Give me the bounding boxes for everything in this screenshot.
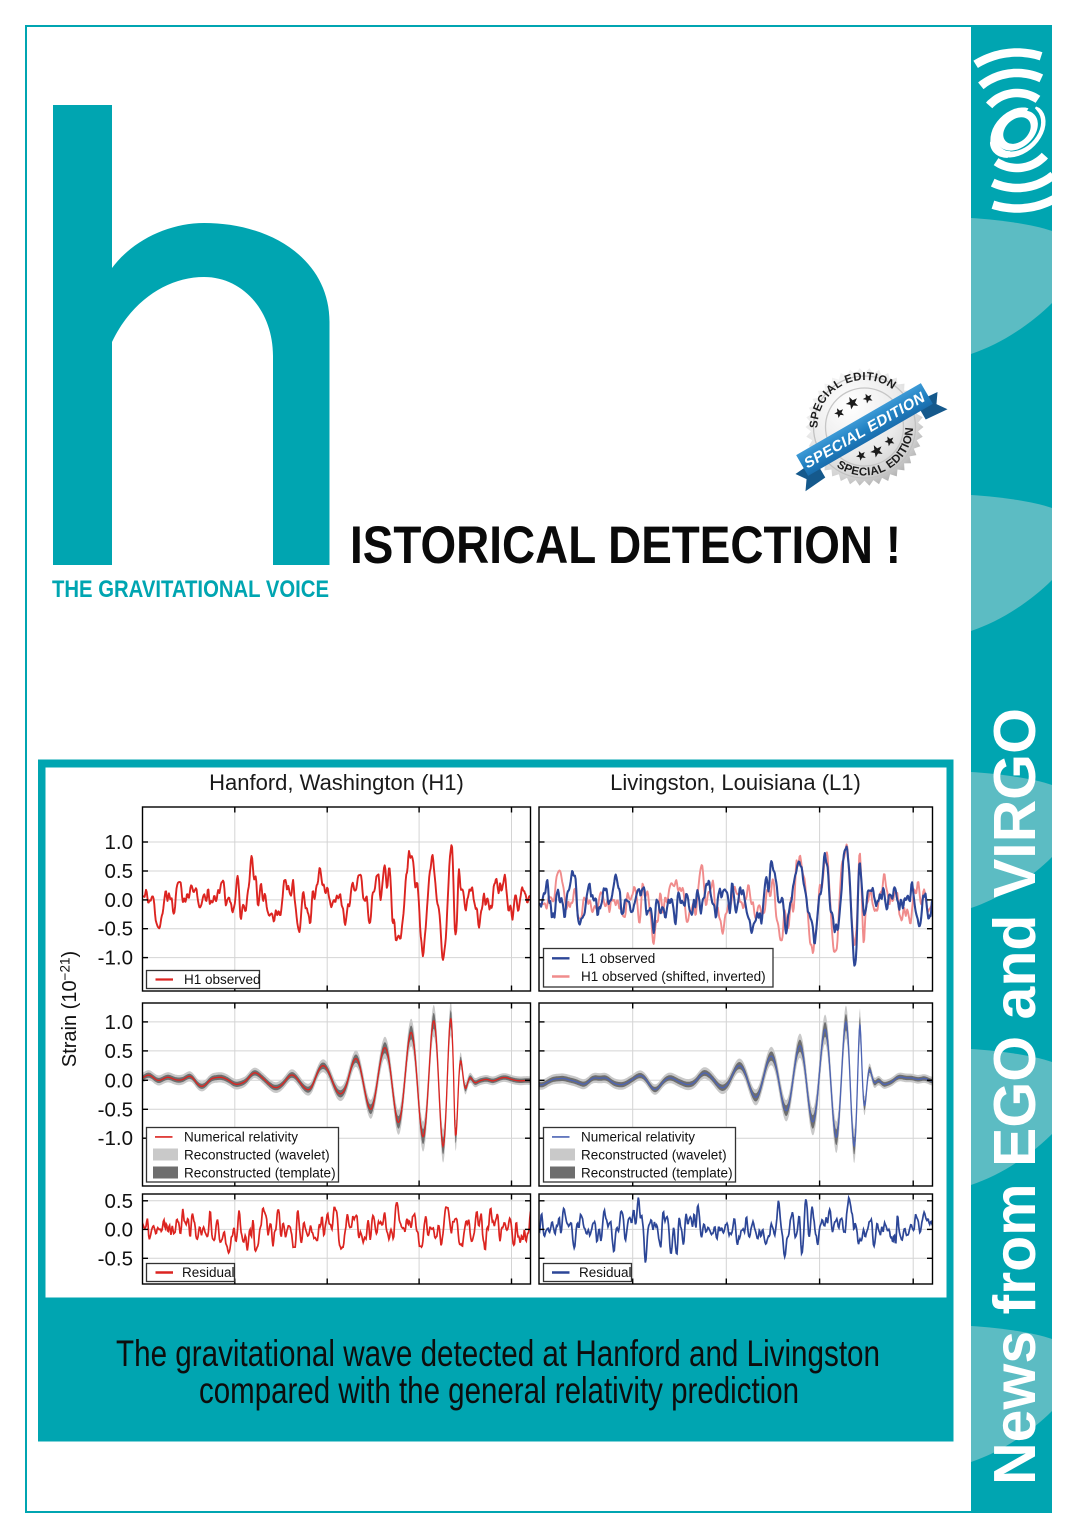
svg-text:0.0: 0.0	[105, 1069, 134, 1092]
svg-text:The gravitational wave detecte: The gravitational wave detected at Hanfo…	[116, 1333, 880, 1374]
svg-text:1.0: 1.0	[105, 1011, 134, 1034]
svg-text:Reconstructed (template): Reconstructed (template)	[184, 1166, 336, 1181]
svg-text:-0.5: -0.5	[98, 1247, 133, 1270]
svg-text:Residual: Residual	[579, 1265, 632, 1280]
svg-text:THE GRAVITATIONAL VOICE: THE GRAVITATIONAL VOICE	[52, 576, 329, 603]
svg-text:Hanford, Washington (H1): Hanford, Washington (H1)	[209, 770, 464, 795]
svg-text:H1 observed: H1 observed	[184, 972, 261, 987]
svg-text:Reconstructed (wavelet): Reconstructed (wavelet)	[184, 1148, 330, 1163]
svg-text:Residual: Residual	[182, 1265, 235, 1280]
svg-text:Livingston, Louisiana (L1): Livingston, Louisiana (L1)	[610, 770, 861, 795]
svg-text:Reconstructed (wavelet): Reconstructed (wavelet)	[581, 1148, 727, 1163]
svg-text:-1.0: -1.0	[98, 947, 133, 970]
svg-text:compared with the general rela: compared with the general relativity pre…	[199, 1370, 799, 1411]
svg-text:H1 observed (shifted, inverted: H1 observed (shifted, inverted)	[581, 969, 766, 984]
svg-text:0.5: 0.5	[105, 1190, 134, 1213]
svg-text:0.5: 0.5	[105, 1040, 134, 1063]
svg-text:-0.5: -0.5	[98, 1098, 133, 1121]
svg-text:Reconstructed (template): Reconstructed (template)	[581, 1166, 733, 1181]
svg-text:Numerical relativity: Numerical relativity	[184, 1130, 298, 1145]
svg-text:0.0: 0.0	[105, 889, 134, 912]
svg-text:-1.0: -1.0	[98, 1127, 133, 1150]
svg-text:0.5: 0.5	[105, 860, 134, 883]
svg-text:News from EGO and VIRGO: News from EGO and VIRGO	[982, 708, 1048, 1485]
svg-text:Numerical relativity: Numerical relativity	[581, 1130, 695, 1145]
svg-text:1.0: 1.0	[105, 831, 134, 854]
svg-text:L1 observed: L1 observed	[581, 951, 655, 966]
svg-text:0.0: 0.0	[105, 1218, 134, 1241]
svg-text:ISTORICAL DETECTION !: ISTORICAL DETECTION !	[350, 516, 901, 575]
svg-text:-0.5: -0.5	[98, 918, 133, 941]
